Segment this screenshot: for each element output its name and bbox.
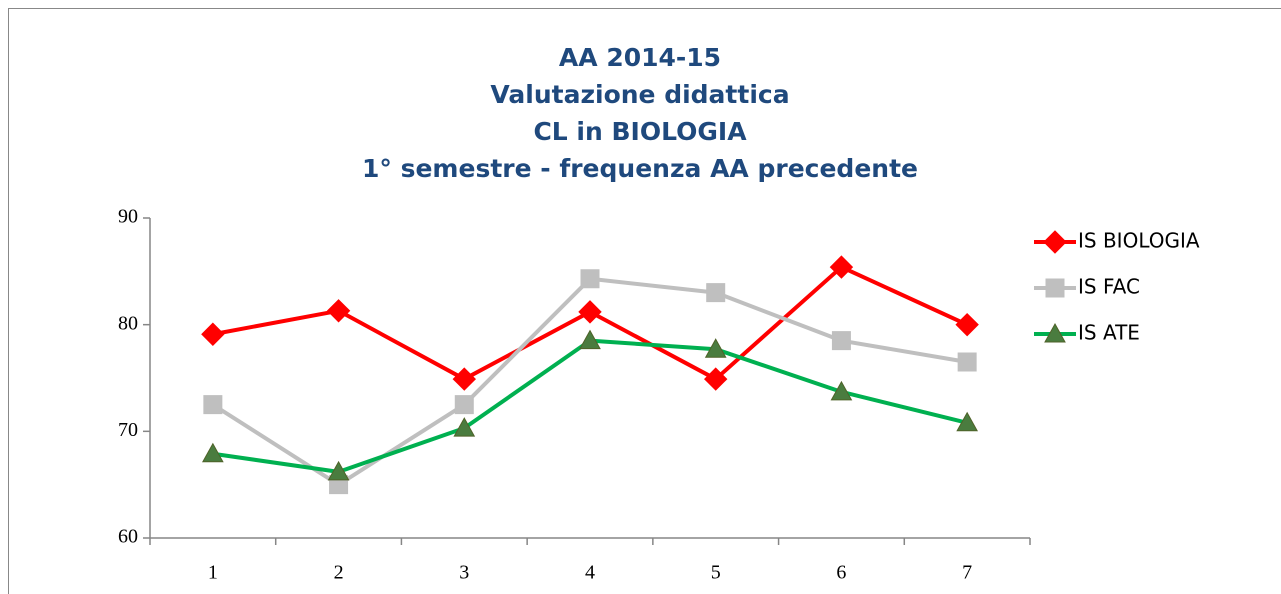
marker (957, 352, 977, 372)
marker (201, 322, 225, 346)
marker (453, 417, 476, 437)
x-tick-label: 3 (459, 562, 469, 584)
marker (202, 442, 224, 463)
marker (326, 299, 351, 323)
marker (580, 269, 600, 289)
marker (704, 367, 728, 391)
marker (956, 411, 978, 432)
marker (955, 312, 979, 337)
y-tick-label: 70 (118, 419, 138, 441)
marker (706, 283, 726, 303)
chart-title: AA 2014-15 (559, 43, 721, 72)
legend-label: IS BIOLOGIA (1078, 229, 1200, 253)
x-tick-label: 4 (585, 562, 595, 584)
marker (830, 380, 853, 401)
x-tick-label: 2 (334, 562, 344, 584)
y-tick-label: 80 (118, 312, 138, 334)
marker (1045, 278, 1065, 298)
marker (203, 395, 223, 415)
chart-title: 1° semestre - frequenza AA precedente (362, 154, 918, 183)
marker (454, 395, 474, 415)
chart-title: CL in BIOLOGIA (533, 117, 747, 146)
x-tick-label: 7 (962, 562, 972, 584)
marker (829, 255, 854, 279)
chart-frame (8, 8, 1281, 594)
x-tick-label: 5 (711, 562, 721, 584)
x-tick-label: 1 (208, 562, 218, 584)
legend-label: IS ATE (1078, 321, 1140, 345)
marker (452, 367, 476, 391)
marker (578, 300, 602, 324)
chart-title: Valutazione didattica (490, 80, 789, 109)
marker (831, 331, 851, 351)
x-tick-label: 6 (836, 562, 846, 584)
marker (1043, 230, 1067, 254)
marker (704, 338, 727, 358)
y-tick-label: 90 (118, 206, 138, 228)
y-tick-label: 60 (118, 526, 138, 548)
marker (1044, 322, 1066, 343)
marker (327, 460, 350, 481)
legend-label: IS FAC (1078, 275, 1140, 299)
marker (579, 329, 601, 350)
